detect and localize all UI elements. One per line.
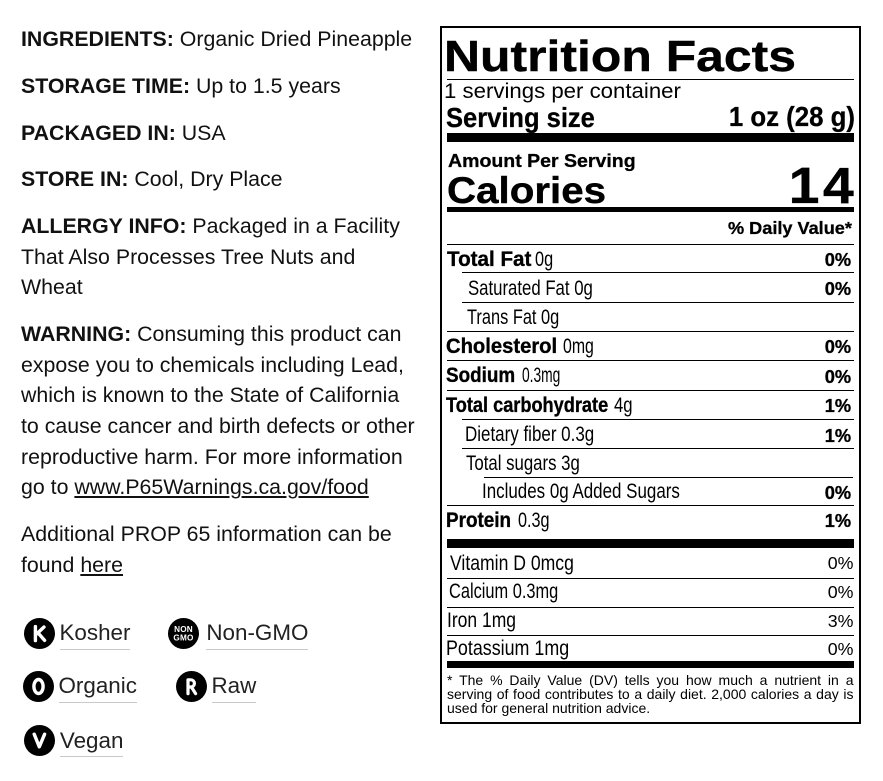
svg-text:GMO: GMO <box>174 633 195 642</box>
svg-text:NON: NON <box>174 625 193 634</box>
